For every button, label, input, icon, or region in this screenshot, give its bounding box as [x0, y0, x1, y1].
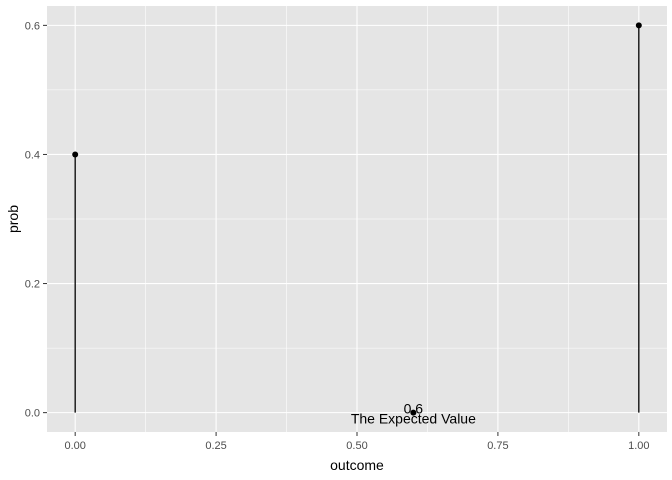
y-tick-label: 0.0 — [25, 408, 40, 420]
y-tick-label: 0.6 — [25, 20, 40, 32]
expected-value-annotation: 0.6 The Expected Value — [351, 401, 476, 427]
data-point — [635, 22, 642, 29]
x-axis: 0.00 0.25 0.50 0.75 1.00 — [64, 432, 650, 452]
points — [72, 22, 642, 158]
y-axis: 0.0 0.2 0.4 0.6 — [25, 20, 47, 420]
x-tick-label: 0.75 — [487, 440, 508, 452]
major-gridlines — [47, 6, 667, 432]
expected-value-number: 0.6 — [404, 401, 424, 417]
stems — [74, 25, 640, 413]
expected-value-point — [410, 409, 417, 416]
x-tick-label: 1.00 — [628, 440, 649, 452]
data-point — [72, 151, 79, 158]
x-tick-label: 0.00 — [64, 440, 85, 452]
y-tick-label: 0.4 — [25, 149, 40, 161]
expected-value-text: The Expected Value — [351, 411, 476, 427]
x-axis-title: outcome — [330, 457, 384, 473]
x-tick-label: 0.50 — [346, 440, 367, 452]
x-tick-label: 0.25 — [205, 440, 226, 452]
y-tick-label: 0.2 — [25, 279, 40, 291]
y-axis-title: prob — [5, 205, 21, 233]
